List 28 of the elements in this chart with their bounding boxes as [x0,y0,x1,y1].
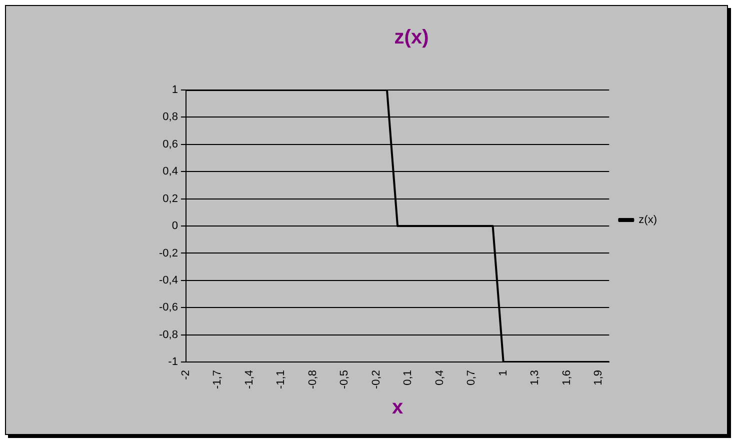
y-tick-label: -1 [168,356,178,368]
x-tick-label: -2 [180,370,192,380]
chart-title: z(x) [394,26,429,49]
x-tick-label: -0,2 [370,370,382,390]
y-tick-label: 0 [172,220,178,232]
y-tick-label: -0,8 [158,328,178,341]
y-tick-label: -0,2 [158,247,178,260]
x-tick-label: 0,7 [466,370,478,386]
y-tick-label: 0,2 [162,192,178,205]
y-tick-label: 0,6 [162,138,178,150]
y-tick-label: -0,4 [158,274,178,286]
x-tick-label: 1 [497,370,510,376]
x-tick-label: -1,7 [212,370,224,390]
y-tick-label: -0,6 [158,302,178,314]
x-tick-label: -0,5 [338,370,351,390]
x-tick-label: 1,9 [592,370,605,386]
legend-label: z(x) [638,214,657,226]
x-tick-label: 0,4 [434,370,446,386]
y-tick-label: 1 [172,84,178,96]
x-tick-label: 1,6 [560,370,573,386]
y-tick-label: 0,8 [162,111,178,124]
x-tick-label: -0,8 [306,370,319,390]
x-tick-label: 0,1 [402,370,414,386]
x-tick-label: -1,4 [243,370,256,390]
x-tick-label: 1,3 [529,370,542,386]
x-tick-label: -1,1 [275,370,288,390]
y-tick-label: 0,4 [162,166,178,178]
x-axis-title: x [392,396,404,419]
